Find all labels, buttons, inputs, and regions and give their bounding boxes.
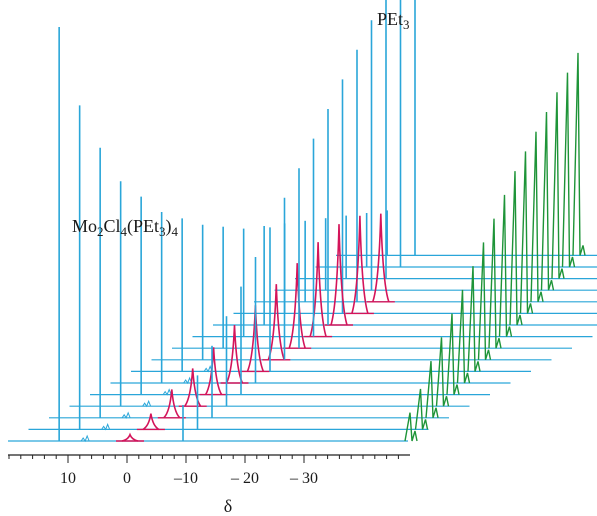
spectrum-trace (8, 27, 418, 443)
complex-label: Mo2Cl4(PEt3)4 (72, 216, 179, 239)
minor-multiplet (203, 365, 213, 373)
upfield-peak (404, 412, 418, 442)
upfield-peak (488, 218, 502, 349)
intermediate-peak (309, 242, 327, 337)
minor-multiplet (162, 388, 172, 396)
intermediate-peak (372, 213, 390, 303)
minor-multiplet (80, 434, 90, 443)
upfield-peak (498, 194, 513, 337)
spectra-traces (8, 0, 597, 443)
spectrum-trace (295, 0, 597, 280)
upfield-peak (456, 289, 471, 384)
x-tick-label: –10 (173, 470, 198, 487)
intermediate-peak (204, 347, 223, 396)
spectrum-trace (28, 105, 429, 431)
spectrum-trace (172, 168, 572, 349)
upfield-peak (446, 313, 460, 395)
upfield-peak (519, 151, 534, 314)
intermediate-peak (330, 224, 348, 326)
x-axis: 10 0 –10 – 20 – 30 δ (8, 454, 410, 516)
intermediate-peak (121, 432, 139, 442)
x-tick-label: 10 (60, 470, 76, 487)
spectrum-trace (213, 109, 597, 326)
x-tick-label: 0 (123, 470, 131, 487)
upfield-peak (540, 111, 555, 291)
upfield-peak (477, 242, 492, 361)
spectrum-trace (69, 181, 470, 408)
upfield-peak (551, 92, 565, 279)
intermediate-peak (163, 389, 181, 419)
spectrum-trace (192, 138, 593, 338)
upfield-peak (530, 131, 544, 303)
spectrum-trace (110, 212, 511, 385)
intermediate-peak (288, 263, 306, 349)
minor-multiplet (142, 399, 152, 408)
upfield-peak (509, 171, 523, 326)
spectrum-trace (90, 196, 490, 396)
intermediate-peak (351, 215, 369, 314)
spectrum-trace (49, 147, 449, 419)
spectrum-trace (254, 49, 597, 303)
intermediate-peak (267, 284, 286, 361)
x-tick-label: – 20 (230, 470, 259, 487)
spectrum-trace (336, 0, 597, 256)
intermediate-peak (225, 325, 244, 384)
upfield-peak (561, 72, 576, 268)
intermediate-peak (142, 413, 160, 431)
spectrum-trace (315, 0, 597, 268)
x-tick-label: – 30 (289, 470, 318, 487)
minor-multiplet (121, 411, 131, 419)
upfield-peak (425, 361, 439, 419)
spectrum-trace (151, 197, 552, 361)
upfield-peak (414, 388, 429, 430)
x-axis-label: δ (224, 496, 232, 516)
free-ligand-label: PEt3 (377, 9, 410, 32)
minor-multiplet (101, 423, 111, 431)
upfield-peak (467, 266, 481, 372)
minor-multiplet (183, 376, 193, 385)
spectrum-trace (274, 20, 597, 291)
upfield-peak (572, 52, 586, 256)
upfield-peak (435, 337, 450, 407)
annotations: Mo2Cl4(PEt3)4 PEt3 (72, 9, 410, 239)
